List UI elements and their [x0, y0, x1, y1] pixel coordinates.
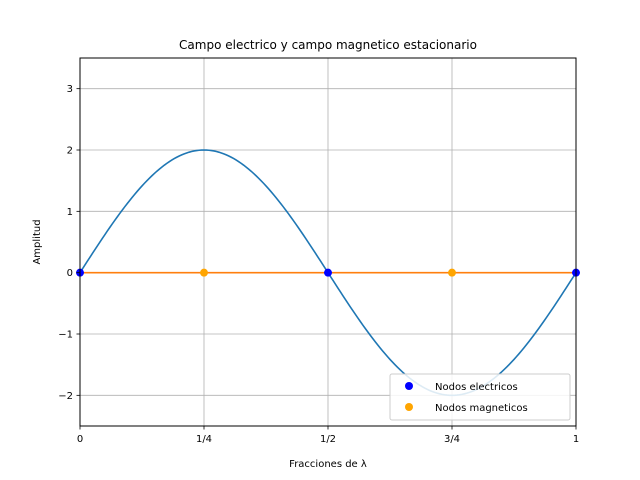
x-axis-label: Fracciones de λ	[289, 459, 367, 470]
legend-label-electric: Nodos electricos	[435, 382, 518, 393]
electric-node-point	[324, 268, 332, 277]
ticks: 0 1/4 1/2 3/4 1 −2 −1 0 1 2 3	[58, 84, 579, 445]
y-axis-label: Amplitud	[32, 219, 43, 264]
legend-marker-electric	[405, 382, 413, 390]
magnetic-node-point	[448, 268, 456, 277]
x-tick-label: 0	[77, 434, 83, 445]
y-tick-label: 1	[67, 207, 73, 218]
magnetic-node-point	[200, 268, 208, 277]
chart-title: Campo electrico y campo magnetico estaci…	[179, 38, 477, 52]
x-tick-label: 1	[573, 434, 579, 445]
y-tick-label: −1	[58, 330, 73, 341]
legend-label-magnetic: Nodos magneticos	[435, 403, 528, 414]
x-tick-label: 3/4	[444, 434, 460, 445]
y-tick-label: 0	[67, 268, 73, 279]
legend-marker-magnetic	[405, 403, 413, 411]
y-tick-label: 2	[67, 146, 73, 157]
legend: Nodos electricos Nodos magneticos	[389, 373, 571, 421]
legend-box	[389, 373, 571, 421]
y-tick-label: −2	[58, 391, 73, 402]
x-tick-label: 1/2	[320, 434, 336, 445]
y-tick-label: 3	[67, 84, 73, 95]
x-tick-label: 1/4	[196, 434, 212, 445]
